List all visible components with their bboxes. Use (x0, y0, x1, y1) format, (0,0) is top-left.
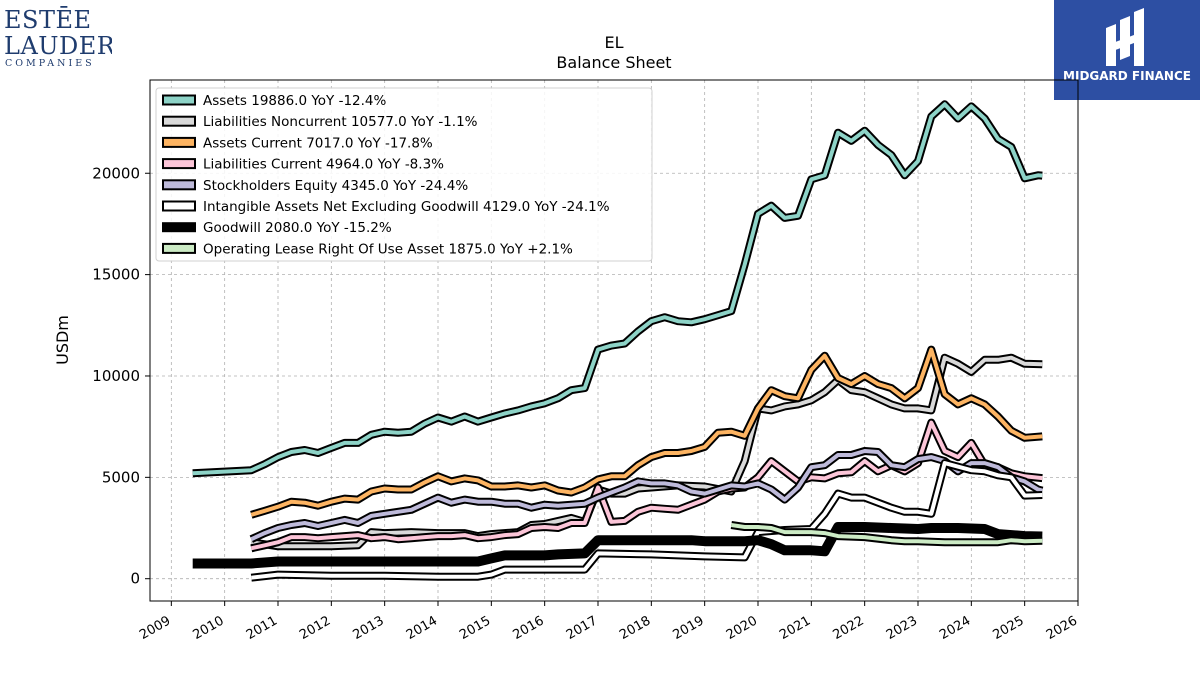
x-tick-label: 2010 (191, 613, 227, 643)
y-tick-label: 20000 (92, 164, 140, 182)
series-line-goodwill (192, 522, 1043, 569)
legend: Assets 19886.0 YoY -12.4% Liabilities Non… (155, 87, 653, 262)
legend-swatch (162, 94, 196, 106)
x-tick-label: 2021 (777, 613, 813, 643)
legend-box (155, 87, 653, 262)
series-line-assets-current (250, 347, 1043, 517)
midgard-finance-logo: MIDGARD FINANCE (1054, 0, 1200, 100)
chart-title: EL (604, 33, 623, 52)
x-tick-label: 2020 (724, 613, 760, 643)
legend-label: Goodwill 2080.0 YoY -15.2% (203, 220, 392, 236)
legend-swatch (162, 200, 196, 212)
plot-frame (149, 79, 1079, 602)
y-tick-label: 5000 (102, 468, 140, 486)
svg-text:COMPANIES: COMPANIES (5, 58, 95, 68)
x-tick-label: 2026 (1044, 613, 1080, 643)
y-tick-label: 0 (130, 570, 140, 588)
legend-label: Assets Current 7017.0 YoY -17.8% (203, 135, 433, 151)
legend-label: Intangible Assets Net Excluding Goodwill… (203, 199, 610, 215)
x-tick-label: 2019 (671, 613, 707, 643)
midgard-emblem-icon (1106, 8, 1144, 66)
legend-label: Liabilities Current 4964.0 YoY -8.3% (203, 157, 444, 173)
legend-swatch (162, 115, 196, 127)
x-tick-label: 2018 (617, 613, 653, 643)
x-tick-label: 2012 (297, 613, 333, 643)
x-tick-label: 2017 (564, 613, 600, 643)
legend-label: Stockholders Equity 4345.0 YoY -24.4% (203, 178, 468, 194)
legend-swatch (162, 158, 196, 170)
x-tick-label: 2014 (404, 613, 440, 643)
legend-swatch (162, 136, 196, 148)
x-tick-label: 2022 (831, 613, 867, 643)
y-tick-label: 15000 (92, 266, 140, 284)
x-tick-label: 2015 (457, 613, 493, 643)
x-tick-label: 2013 (351, 613, 387, 643)
chart-subtitle: Balance Sheet (556, 53, 671, 72)
x-tick-label: 2016 (511, 613, 547, 643)
svg-text:MIDGARD FINANCE: MIDGARD FINANCE (1063, 69, 1191, 83)
series-line-stockholders-equity (250, 449, 1043, 542)
legend-swatch (162, 222, 196, 233)
x-tick-label: 2024 (937, 613, 973, 643)
x-tick-label: 2011 (244, 613, 280, 643)
x-tick-label: 2023 (884, 613, 920, 643)
series-line-operating-lease-right-of-use-asset (731, 523, 1043, 545)
legend-swatch (162, 242, 196, 254)
series-line-assets (192, 102, 1043, 476)
y-axis-label: USDm (53, 315, 72, 365)
legend-swatch (162, 179, 196, 191)
legend-label: Operating Lease Right Of Use Asset 1875.… (203, 241, 573, 257)
x-tick-label: 2009 (137, 613, 173, 643)
svg-text:ESTĒE: ESTĒE (4, 6, 92, 34)
y-tick-label: 10000 (92, 367, 140, 385)
legend-label: Assets 19886.0 YoY -12.4% (203, 93, 387, 109)
x-tick-label: 2025 (991, 613, 1027, 643)
svg-text:LAUDER: LAUDER (4, 32, 112, 60)
estee-lauder-logo: ESTĒE LAUDER COMPANIES (0, 6, 115, 69)
series-layer (192, 100, 1044, 582)
legend-label: Liabilities Noncurrent 10577.0 YoY -1.1% (203, 114, 478, 130)
